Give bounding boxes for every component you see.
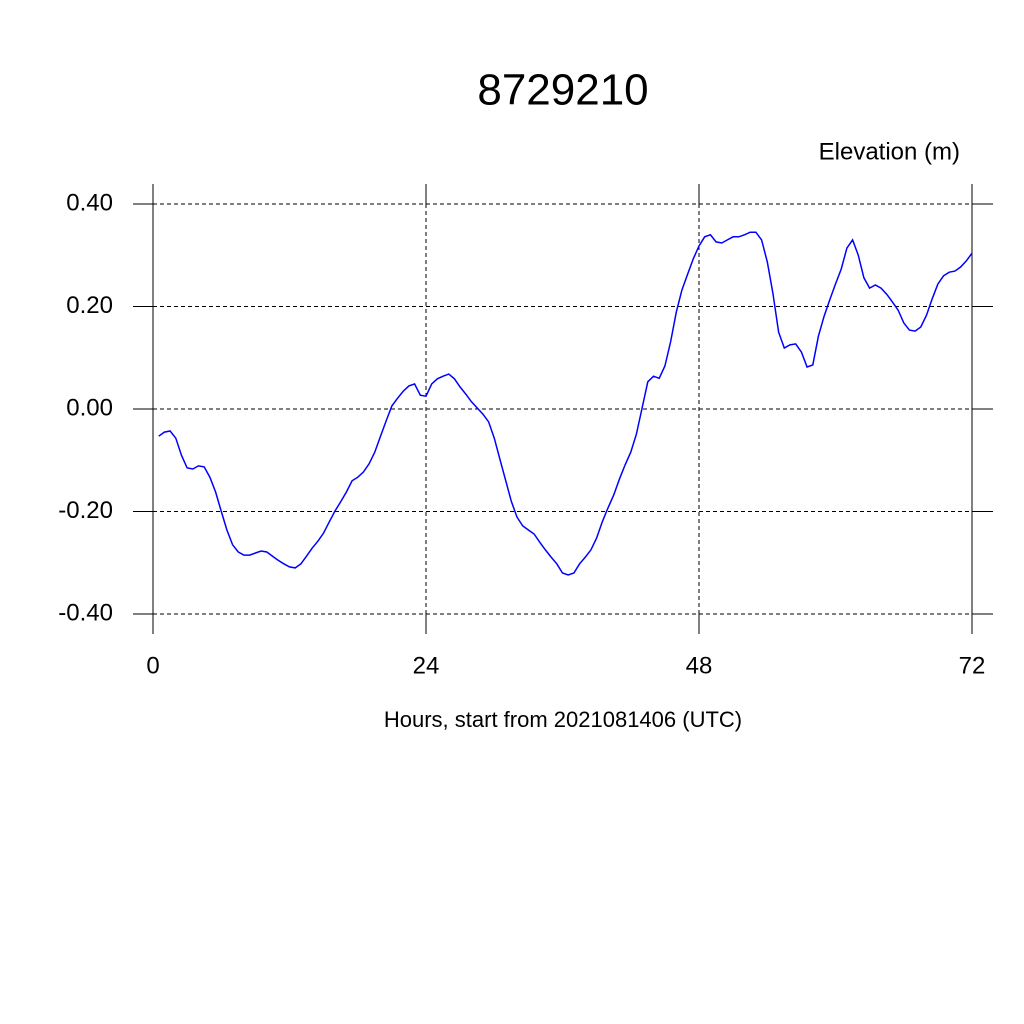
x-tick-label: 0: [146, 652, 159, 679]
data-line: [158, 231, 973, 576]
x-tick-label: 72: [959, 652, 986, 679]
x-tick-label: 24: [413, 652, 440, 679]
x-tick-label: 48: [686, 652, 713, 679]
x-axis-label: Hours, start from 2021081406 (UTC): [384, 707, 742, 732]
y-tick-label: -0.40: [58, 599, 113, 626]
y-tick-label: 0.40: [66, 189, 113, 216]
chart-title: 8729210: [477, 66, 648, 115]
y-tick-label: -0.20: [58, 497, 113, 524]
y-tick-label: 0.20: [66, 292, 113, 319]
y-axis-label: Elevation (m): [819, 138, 960, 165]
y-tick-label: 0.00: [66, 394, 113, 421]
